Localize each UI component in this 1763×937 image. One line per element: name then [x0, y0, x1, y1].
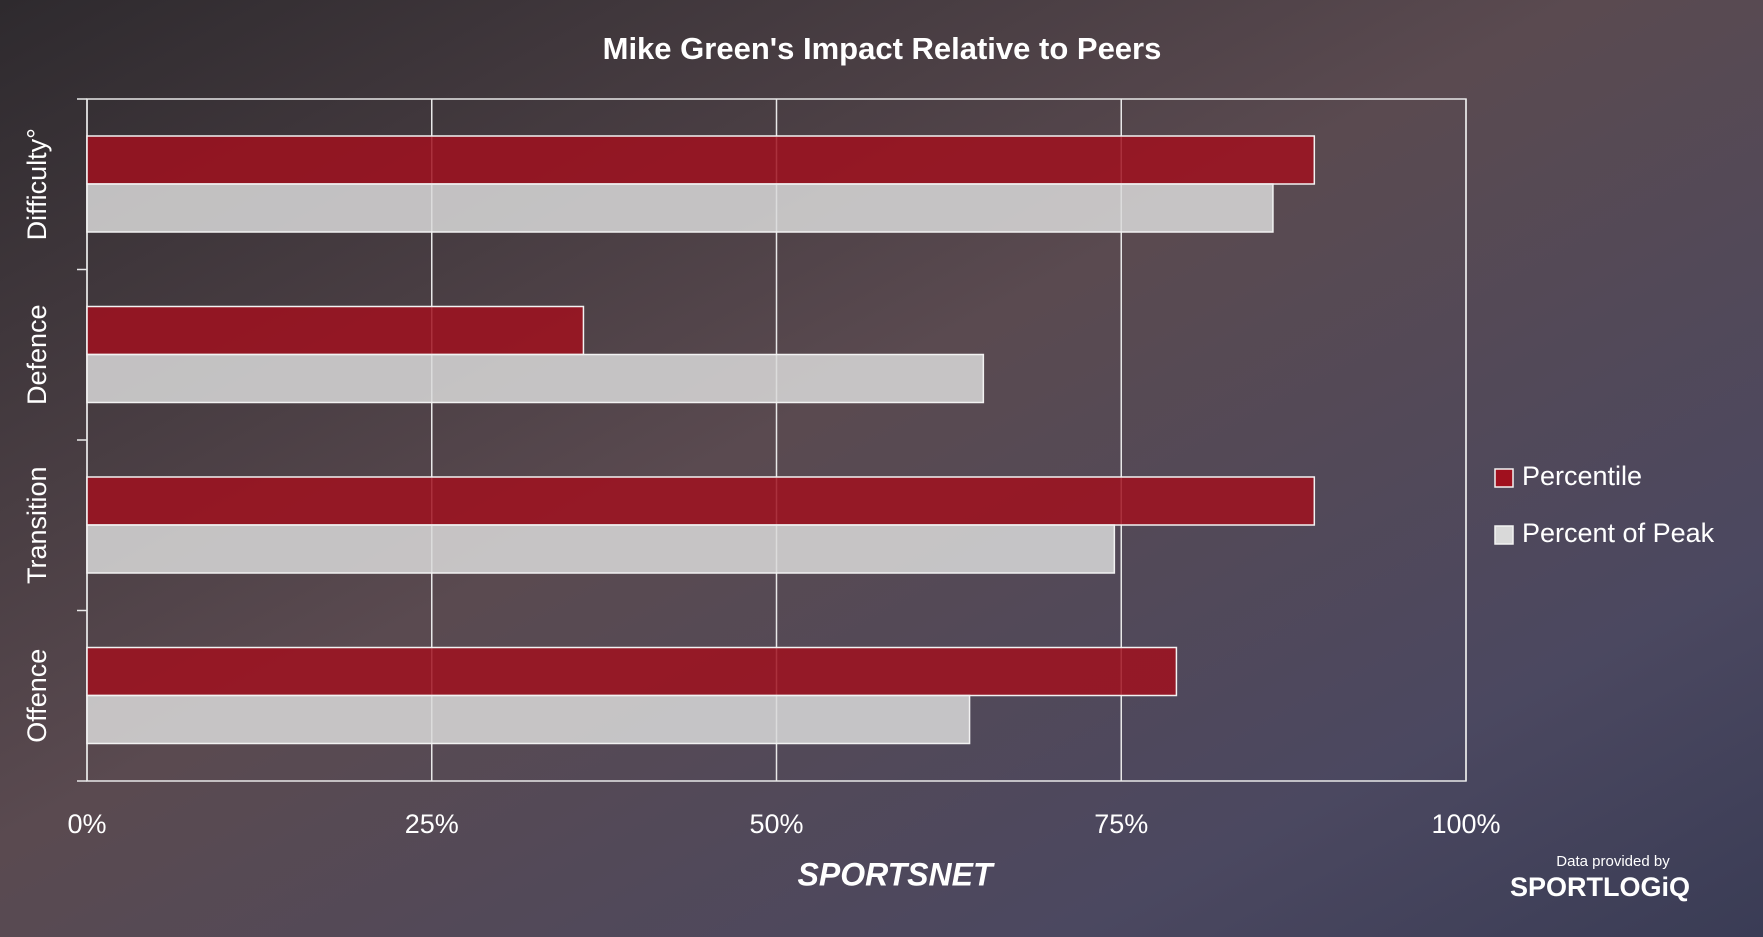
source-label: Data provided by	[1556, 853, 1670, 870]
bar	[86, 476, 1316, 526]
x-tick-label: 50%	[749, 809, 803, 839]
chart-title: Mike Green's Impact Relative to Peers	[603, 31, 1162, 66]
y-tick-label: Transition	[22, 466, 52, 584]
bar	[86, 353, 985, 404]
legend-label: Percent of Peak	[1522, 518, 1715, 548]
legend-swatch	[1494, 468, 1514, 488]
legend-swatch	[1494, 525, 1514, 545]
bar	[86, 694, 971, 745]
y-tick-label: Offence	[22, 649, 52, 743]
bar	[86, 135, 1316, 185]
bar	[86, 524, 1116, 574]
source-logo: SPORTLOGiQ	[1510, 872, 1690, 902]
legend-label: Percentile	[1522, 461, 1642, 491]
x-tick-label: 100%	[1431, 809, 1500, 839]
x-tick-label: 0%	[67, 809, 106, 839]
y-tick-label: Difficulty°	[22, 128, 52, 240]
bar	[86, 183, 1274, 233]
x-tick-label: 75%	[1094, 809, 1148, 839]
logo: SPORTSNET	[798, 856, 995, 892]
y-tick-label: Defence	[22, 304, 52, 405]
x-tick-label: 25%	[405, 809, 459, 839]
bar	[86, 305, 585, 356]
bar	[86, 646, 1178, 697]
